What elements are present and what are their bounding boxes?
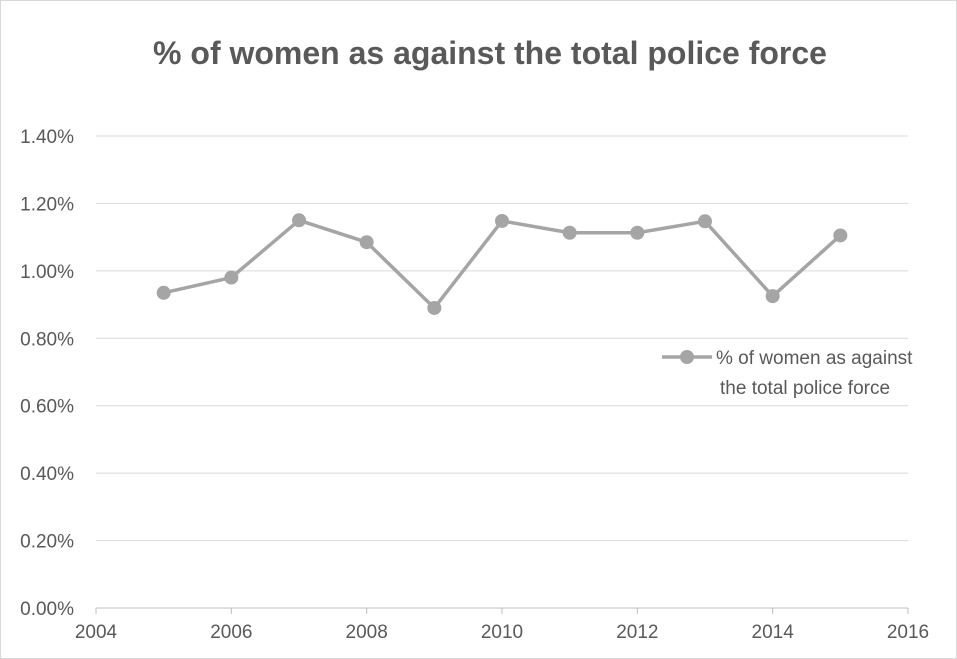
x-tick-label: 2010 bbox=[481, 622, 523, 643]
legend-label-line-1: % of women as against bbox=[716, 348, 913, 369]
x-tick-label: 2008 bbox=[346, 622, 388, 643]
x-tick-label: 2016 bbox=[887, 622, 929, 643]
data-point bbox=[224, 270, 239, 285]
data-point bbox=[562, 225, 577, 240]
legend-label-line-2: the total police force bbox=[720, 378, 890, 399]
x-axis-ticks: 2004 2006 2008 2010 2012 2014 2016 bbox=[75, 608, 929, 643]
data-point bbox=[495, 213, 509, 228]
gridlines bbox=[96, 135, 908, 542]
chart-title: % of women as against the total police f… bbox=[153, 35, 827, 71]
data-point bbox=[427, 300, 442, 315]
y-axis-ticks: 0.00% 0.20% 0.40% 0.60% 0.80% 1.00% 1.20% 1.40% bbox=[20, 127, 74, 620]
y-tick-label: 0.80% bbox=[20, 329, 74, 350]
legend: % of women as against the total police fo… bbox=[662, 348, 913, 399]
x-tick-label: 2012 bbox=[616, 622, 658, 643]
y-tick-label: 1.00% bbox=[20, 262, 74, 283]
y-tick-label: 0.20% bbox=[20, 532, 74, 553]
y-tick-label: 1.20% bbox=[20, 194, 74, 215]
series-group bbox=[156, 213, 848, 315]
y-tick-label: 1.40% bbox=[20, 127, 74, 148]
y-tick-label: 0.40% bbox=[20, 464, 74, 485]
x-tick-label: 2004 bbox=[75, 622, 118, 643]
data-point bbox=[630, 225, 645, 240]
y-tick-label: 0.60% bbox=[20, 397, 74, 418]
series-line bbox=[163, 218, 842, 310]
y-tick-label: 0.00% bbox=[20, 599, 74, 620]
data-point bbox=[833, 228, 848, 243]
data-point bbox=[359, 235, 374, 250]
data-point bbox=[292, 213, 306, 228]
data-point bbox=[698, 214, 712, 229]
x-tick-label: 2014 bbox=[752, 622, 795, 643]
data-point bbox=[156, 285, 171, 300]
data-point bbox=[765, 289, 780, 304]
x-tick-label: 2006 bbox=[210, 622, 252, 643]
legend-marker bbox=[680, 350, 694, 364]
